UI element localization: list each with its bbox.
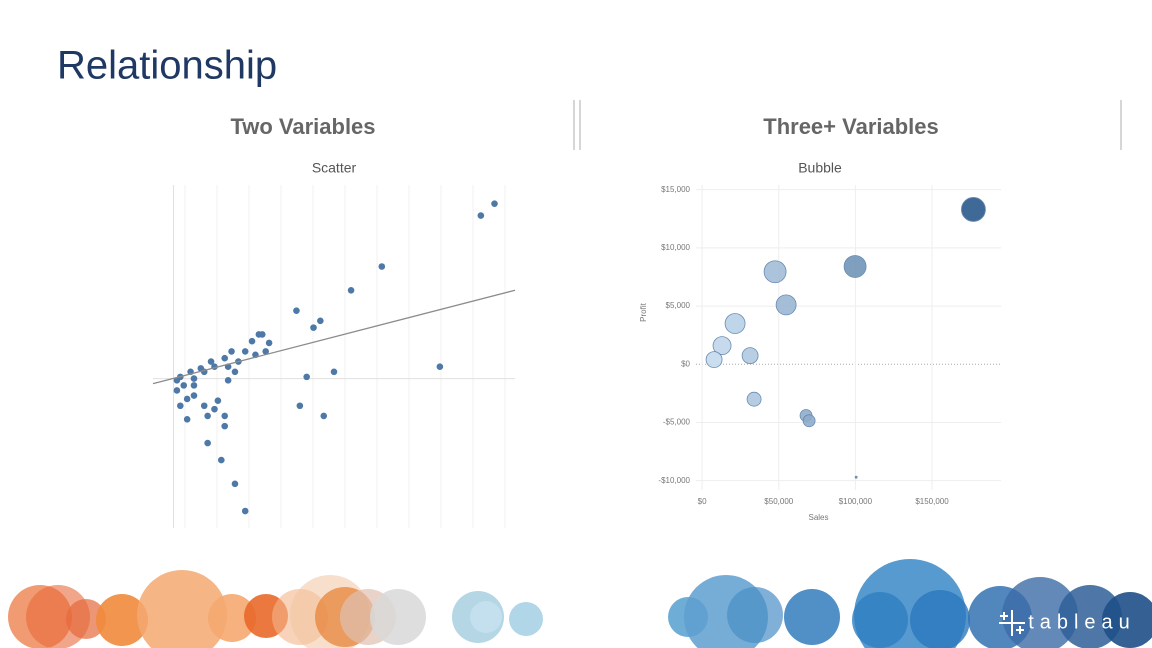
logo: tableau [1028, 611, 1136, 633]
point [248, 337, 256, 345]
bubble [746, 391, 762, 407]
bubble [802, 414, 816, 428]
x-tick-label: $0 [698, 497, 707, 506]
bubble [712, 336, 732, 356]
slide-title: Relationship [57, 44, 277, 88]
bubble [724, 313, 746, 334]
point [214, 397, 222, 404]
y-axis-label: Profit [639, 302, 648, 321]
point [221, 422, 229, 430]
point [265, 339, 273, 347]
chart-title: Scatter [312, 160, 357, 176]
chart-title: Bubble [798, 160, 842, 176]
point [347, 286, 355, 294]
point [241, 348, 249, 355]
point [204, 412, 211, 420]
point [224, 376, 232, 384]
y-tick-label: $5,000 [666, 301, 691, 310]
point [190, 382, 198, 389]
point [180, 382, 188, 389]
point [262, 348, 269, 355]
section-heading: Three+ Variables [763, 114, 939, 139]
trend-line [152, 289, 516, 385]
y-tick-label: $15,000 [661, 185, 690, 194]
y-tick-label: $0 [681, 359, 690, 368]
section-heading: Two Variables [230, 114, 375, 139]
point [204, 439, 211, 447]
point [231, 368, 239, 376]
point [228, 348, 235, 355]
point [317, 317, 324, 325]
y-tick-label: -$10,000 [658, 476, 690, 485]
point [200, 402, 208, 410]
x-tick-label: $150,000 [915, 497, 949, 506]
point [221, 412, 229, 420]
point [183, 395, 191, 403]
point [183, 416, 191, 423]
point [231, 480, 239, 488]
point [378, 263, 386, 270]
y-tick-label: -$5,000 [663, 418, 691, 427]
point [310, 324, 317, 331]
point [241, 507, 249, 515]
point [207, 358, 215, 365]
bubble [843, 255, 867, 278]
bubble [763, 260, 787, 284]
x-tick-label: $50,000 [764, 497, 793, 506]
point [330, 368, 338, 376]
point [221, 354, 229, 362]
point [177, 402, 184, 410]
point [218, 456, 225, 464]
point [320, 412, 328, 420]
x-tick-label: $100,000 [839, 497, 873, 506]
point [436, 363, 444, 370]
dividers [573, 100, 1122, 150]
bubble [961, 197, 986, 222]
x-axis-label: Sales [808, 513, 828, 522]
bubble [705, 351, 723, 369]
point [190, 392, 198, 399]
point [477, 212, 485, 219]
point [190, 375, 198, 382]
point [173, 376, 181, 384]
point [296, 402, 304, 410]
bubble [741, 347, 759, 365]
point [211, 405, 218, 413]
point [173, 387, 181, 394]
point [491, 200, 498, 207]
bubble [775, 294, 797, 316]
point [303, 373, 310, 381]
point [293, 307, 300, 314]
bubble [854, 475, 858, 479]
y-tick-label: $10,000 [661, 243, 690, 252]
point [258, 331, 266, 338]
decoration [8, 559, 1152, 648]
